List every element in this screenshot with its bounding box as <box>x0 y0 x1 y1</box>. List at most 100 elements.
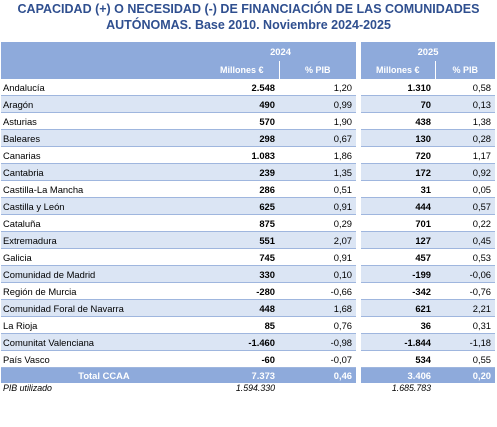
millones-2025: 701 <box>361 214 435 232</box>
pib-2025: 2,21 <box>435 299 495 317</box>
millones-2025: 720 <box>361 146 435 164</box>
pib-value-2024: 1.594.330 <box>235 383 275 393</box>
region-name: Andalucía <box>1 79 205 96</box>
millones-2025: 457 <box>361 248 435 266</box>
table-row: País Vasco -60 -0,07 534 0,55 <box>1 350 495 368</box>
total-pib-2024: 0,46 <box>279 367 356 383</box>
pib-2025: 0,05 <box>435 180 495 198</box>
pib-2024: 0,91 <box>279 197 356 215</box>
pib-2024: 1,90 <box>279 112 356 130</box>
region-name: Región de Murcia <box>1 282 205 300</box>
table-row: Castilla y León 625 0,91 444 0,57 <box>1 197 495 215</box>
pib-2024: -0,66 <box>279 282 356 300</box>
header-row-years: 2024 2025 <box>1 42 495 79</box>
millones-2025: 534 <box>361 350 435 368</box>
title-line-1: CAPACIDAD (+) O NECESIDAD (-) DE FINANCI… <box>17 2 480 16</box>
millones-2024: 330 <box>205 265 279 283</box>
pib-2025: -0,76 <box>435 282 495 300</box>
table-row: Cataluña 875 0,29 701 0,22 <box>1 214 495 232</box>
millones-2024: 875 <box>205 214 279 232</box>
millones-2024: 85 <box>205 316 279 334</box>
millones-2024: 286 <box>205 180 279 198</box>
millones-2024: 2.548 <box>205 79 279 96</box>
pib-2025: -1,18 <box>435 333 495 351</box>
millones-2024: 745 <box>205 248 279 266</box>
table-title: CAPACIDAD (+) O NECESIDAD (-) DE FINANCI… <box>0 1 497 33</box>
millones-2025: 127 <box>361 231 435 249</box>
table-row: Comunidad de Madrid 330 0,10 -199 -0,06 <box>1 265 495 283</box>
pib-2025: 0,58 <box>435 79 495 96</box>
table-row: Baleares 298 0,67 130 0,28 <box>1 129 495 147</box>
millones-2024: -60 <box>205 350 279 368</box>
pib-2024: -0,07 <box>279 350 356 368</box>
header-millones-2024: Millones € <box>205 61 279 79</box>
region-name: Comunidad Foral de Navarra <box>1 299 205 317</box>
pib-2025: 0,22 <box>435 214 495 232</box>
millones-2025: 172 <box>361 163 435 181</box>
region-name: País Vasco <box>1 350 205 368</box>
region-name: Aragón <box>1 95 205 113</box>
pib-2025: 0,31 <box>435 316 495 334</box>
pib-label: PIB utilizado <box>3 383 52 393</box>
header-corner <box>1 42 205 79</box>
millones-2025: 130 <box>361 129 435 147</box>
total-row: Total CCAA 7.373 0,46 3.406 0,20 <box>1 367 495 383</box>
millones-2025: 444 <box>361 197 435 215</box>
millones-2025: -1.844 <box>361 333 435 351</box>
pib-2024: 1,35 <box>279 163 356 181</box>
region-name: Cantabria <box>1 163 205 181</box>
table-row: Comunidad Foral de Navarra 448 1,68 621 2,21 <box>1 299 495 317</box>
millones-2024: 298 <box>205 129 279 147</box>
financing-table: 2024 2025 Millones € % PIB Millones € % … <box>1 42 495 393</box>
millones-2025: 438 <box>361 112 435 130</box>
millones-2025: 1.310 <box>361 79 435 96</box>
pib-2025: 1,38 <box>435 112 495 130</box>
pib-2025: 0,53 <box>435 248 495 266</box>
pib-2025: 0,13 <box>435 95 495 113</box>
pib-2024: 0,29 <box>279 214 356 232</box>
millones-2024: 551 <box>205 231 279 249</box>
pib-2025: 0,55 <box>435 350 495 368</box>
millones-2025: 70 <box>361 95 435 113</box>
region-name: Baleares <box>1 129 205 147</box>
region-name: Extremadura <box>1 231 205 249</box>
pib-2024: 0,10 <box>279 265 356 283</box>
pib-2024: -0,98 <box>279 333 356 351</box>
table-row: Cantabria 239 1,35 172 0,92 <box>1 163 495 181</box>
table-row: Comunitat Valenciana -1.460 -0,98 -1.844 -1,… <box>1 333 495 351</box>
table-row: Región de Murcia -280 -0,66 -342 -0,76 <box>1 282 495 300</box>
total-label: Total CCAA <box>1 367 205 383</box>
total-millones-2024: 7.373 <box>205 367 279 383</box>
pib-2024: 2,07 <box>279 231 356 249</box>
pib-2025: 0,28 <box>435 129 495 147</box>
pib-2024: 0,91 <box>279 248 356 266</box>
title-line-2: AUTÓNOMAS. Base 2010. Noviembre 2024-202… <box>106 18 391 32</box>
pib-2024: 0,67 <box>279 129 356 147</box>
millones-2024: -280 <box>205 282 279 300</box>
millones-2024: 1.083 <box>205 146 279 164</box>
header-millones-2025: Millones € <box>361 61 435 79</box>
header-year-2024: 2024 <box>205 42 356 61</box>
table-row: Asturias 570 1,90 438 1,38 <box>1 112 495 130</box>
region-name: Galicia <box>1 248 205 266</box>
header-pib-2024: % PIB <box>278 61 356 79</box>
millones-2024: 239 <box>205 163 279 181</box>
table-row: Extremadura 551 2,07 127 0,45 <box>1 231 495 249</box>
total-pib-2025: 0,20 <box>435 367 495 383</box>
millones-2024: 625 <box>205 197 279 215</box>
millones-2025: -342 <box>361 282 435 300</box>
header-year-2025: 2025 <box>361 42 495 61</box>
table-row: Andalucía 2.548 1,20 1.310 0,58 <box>1 79 495 96</box>
pib-2025: 1,17 <box>435 146 495 164</box>
region-name: Comunidad de Madrid <box>1 265 205 283</box>
millones-2024: -1.460 <box>205 333 279 351</box>
table-row: La Rioja 85 0,76 36 0,31 <box>1 316 495 334</box>
pib-2024: 1,68 <box>279 299 356 317</box>
millones-2025: -199 <box>361 265 435 283</box>
total-millones-2025: 3.406 <box>361 367 435 383</box>
millones-2025: 621 <box>361 299 435 317</box>
pib-2024: 1,20 <box>279 79 356 96</box>
table-row: Castilla-La Mancha 286 0,51 31 0,05 <box>1 180 495 198</box>
pib-2025: -0,06 <box>435 265 495 283</box>
millones-2025: 31 <box>361 180 435 198</box>
